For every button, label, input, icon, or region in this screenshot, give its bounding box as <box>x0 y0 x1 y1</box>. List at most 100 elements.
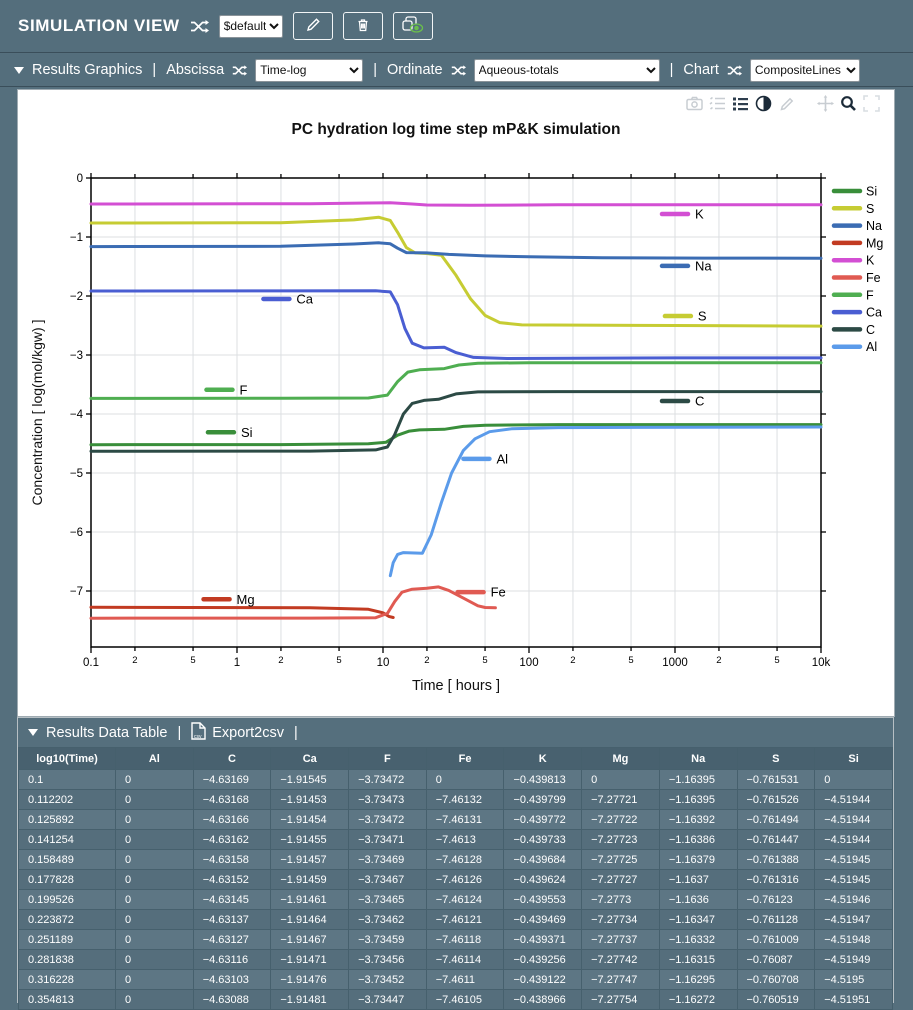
legend-item-Mg[interactable]: Mg <box>831 236 883 250</box>
chart-type-select[interactable]: CompositeLines <box>749 58 860 82</box>
table-cell: 0.177828 <box>18 869 116 890</box>
table-cell: −0.76087 <box>736 949 816 970</box>
table-row: 0.177828 0 −4.63152 −1.91459 −3.73467 −7.4612… <box>18 869 893 890</box>
column-header-log10(Time)[interactable]: log10(Time) <box>18 747 116 770</box>
column-header-Mg[interactable]: Mg <box>581 747 660 770</box>
svg-text:F: F <box>866 288 874 302</box>
legend-item-Fe[interactable]: Fe <box>831 271 881 285</box>
pan-icon[interactable] <box>817 95 834 112</box>
column-header-S[interactable]: S <box>736 747 816 770</box>
caret-down-icon[interactable] <box>28 729 38 736</box>
separator: | <box>152 62 157 78</box>
page-title: SIMULATION VIEW <box>18 16 180 35</box>
series-label-C: C <box>659 394 704 409</box>
x-tick-label: 2 <box>424 655 429 666</box>
table-cell: −7.27747 <box>581 969 660 990</box>
table-cell: 0.141254 <box>18 829 116 850</box>
top-bar: SIMULATION VIEW $default <box>0 0 913 53</box>
x-tick-label: 1 <box>234 657 240 669</box>
column-header-Ca[interactable]: Ca <box>270 747 350 770</box>
table-cell: −1.16332 <box>658 929 738 950</box>
fullscreen-icon[interactable] <box>863 95 880 112</box>
column-header-Fe[interactable]: Fe <box>425 747 505 770</box>
table-cell: −3.73462 <box>348 909 427 930</box>
table-cell: 0.125892 <box>18 809 116 830</box>
contrast-icon[interactable] <box>755 95 772 112</box>
table-row: 0.1 0 −4.63169 −1.91545 −3.73472 0 −0.439813 0−… <box>18 769 893 790</box>
table-cell: −4.63145 <box>192 889 272 910</box>
duplicate-view-button[interactable] <box>392 12 433 40</box>
caret-down-icon[interactable] <box>14 66 24 74</box>
filters-icon[interactable] <box>709 95 726 112</box>
legend-item-F[interactable]: F <box>831 288 874 302</box>
y-tick-label: −4 <box>70 409 84 421</box>
delete-button[interactable] <box>342 12 383 40</box>
column-header-K[interactable]: K <box>503 747 583 770</box>
table-cell: −3.73447 <box>348 989 427 1010</box>
table-cell: 0 <box>115 869 194 890</box>
legend-item-C[interactable]: C <box>831 323 875 337</box>
svg-text:Al: Al <box>866 340 877 354</box>
x-tick-label: 2 <box>132 655 137 666</box>
column-header-C[interactable]: C <box>192 747 272 770</box>
table-cell: −7.46114 <box>425 949 505 970</box>
abscissa-label: Abscissa <box>166 62 225 78</box>
results-graphics-bar: Results Graphics | Abscissa Time-log | O… <box>0 54 913 87</box>
pencil-icon <box>305 17 321 36</box>
edit-button[interactable] <box>292 12 333 40</box>
ordinate-select[interactable]: Aqueous-totals <box>473 58 660 82</box>
table-cell: −4.63152 <box>192 869 272 890</box>
table-cell: −0.439799 <box>503 789 583 810</box>
legend-item-Na[interactable]: Na <box>831 219 882 233</box>
preset-select[interactable]: $default <box>218 14 283 38</box>
pencil-icon[interactable] <box>778 95 795 112</box>
column-header-Na[interactable]: Na <box>658 747 738 770</box>
table-cell: −4.51951 <box>814 989 893 1010</box>
toolbar-gap <box>801 95 811 112</box>
shuffle-icon[interactable] <box>727 64 742 77</box>
table-cell: −3.73473 <box>348 789 427 810</box>
results-chart[interactable]: PC hydration log time step mP&K simulati… <box>18 90 894 716</box>
svg-text:Si: Si <box>866 185 877 199</box>
table-cell: −1.91476 <box>270 969 350 990</box>
table-cell: −1.16295 <box>658 969 738 990</box>
export-csv-button[interactable]: csv Export2csv <box>191 721 284 744</box>
shuffle-icon[interactable] <box>451 64 466 77</box>
table-cell: −7.27721 <box>581 789 660 810</box>
shuffle-icon[interactable] <box>232 64 248 77</box>
list-icon[interactable] <box>732 95 749 112</box>
x-tick-label: 5 <box>482 655 487 666</box>
x-tick-label: 5 <box>628 655 633 666</box>
table-cell: −4.51949 <box>814 949 893 970</box>
table-cell: −1.91454 <box>270 809 350 830</box>
column-header-Al[interactable]: Al <box>115 747 194 770</box>
column-header-Si[interactable]: Si <box>814 747 893 770</box>
column-header-F[interactable]: F <box>348 747 427 770</box>
abscissa-select[interactable]: Time-log <box>255 58 364 82</box>
series-label-Mg: Mg <box>201 592 255 607</box>
table-cell: −4.51944 <box>814 789 893 810</box>
table-cell: −7.4611 <box>425 969 505 990</box>
legend-item-Si[interactable]: Si <box>831 185 877 199</box>
series-line-Al <box>388 425 823 578</box>
table-cell: −3.73469 <box>348 849 427 870</box>
y-tick-label: −2 <box>70 291 83 303</box>
series-label-Na: Na <box>659 258 712 273</box>
ordinate-label: Ordinate <box>387 62 443 78</box>
x-tick-label: 100 <box>519 657 538 669</box>
x-axis-title: Time [ hours ] <box>412 678 500 694</box>
table-cell: −1.16395 <box>658 769 738 790</box>
svg-text:Fe: Fe <box>491 585 506 600</box>
legend-item-K[interactable]: K <box>831 254 875 268</box>
camera-icon[interactable] <box>686 95 703 112</box>
legend-item-Ca[interactable]: Ca <box>831 306 882 320</box>
legend-item-S[interactable]: S <box>831 202 874 216</box>
series-label-Al: Al <box>461 451 508 466</box>
legend-item-Al[interactable]: Al <box>831 340 877 354</box>
table-row: 0.141254 0 −4.63162 −1.91455 −3.73471 −7.4613… <box>18 829 893 850</box>
shuffle-icon[interactable] <box>190 19 209 34</box>
series-label-F: F <box>204 382 247 397</box>
svg-text:Si: Si <box>241 425 253 440</box>
zoom-icon[interactable] <box>840 95 857 112</box>
table-cell: 0 <box>115 969 194 990</box>
